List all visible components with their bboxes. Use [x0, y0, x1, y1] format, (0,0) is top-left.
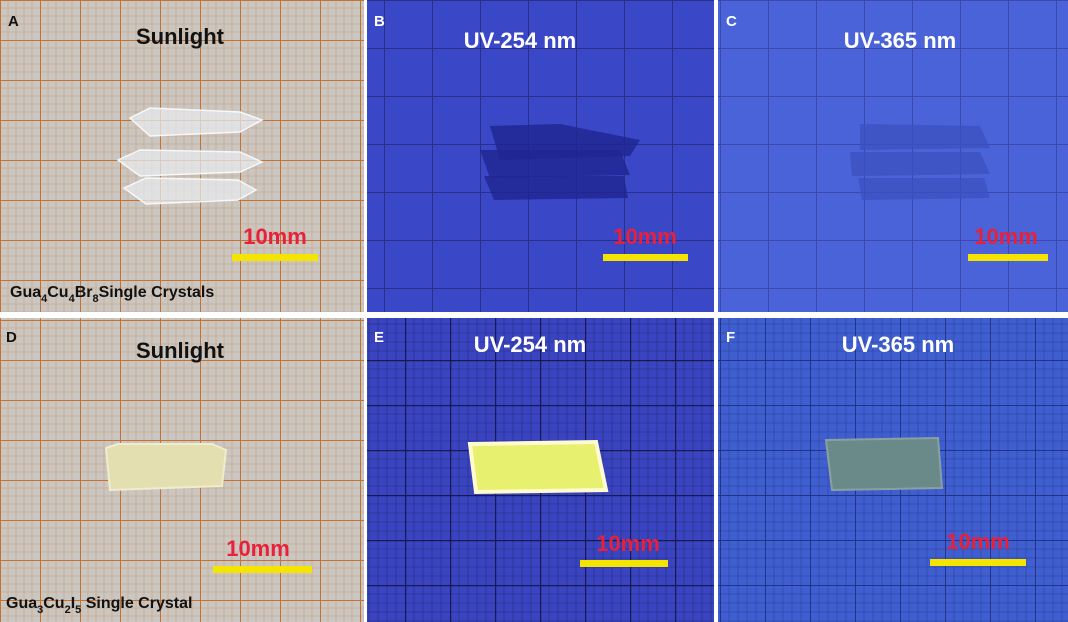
panel-title: UV-254 nm [474, 332, 587, 357]
scale-bar [603, 254, 688, 261]
scale-label: 10mm [596, 531, 660, 556]
crystals-c [850, 124, 990, 200]
crystal-e [470, 442, 606, 492]
panel-label: C [726, 13, 737, 30]
panel-title: Sunlight [136, 24, 225, 49]
caption-text: Br [75, 284, 93, 301]
scale-label: 10mm [243, 224, 307, 249]
caption-text: Single Crystal [81, 595, 192, 612]
scale-bar [968, 254, 1048, 261]
scale-bar [580, 560, 668, 567]
scale-label: 10mm [946, 529, 1010, 554]
panel-label: E [374, 329, 384, 346]
scale-bar [930, 559, 1026, 566]
panel-label: D [6, 329, 17, 346]
caption-text: Cu [47, 284, 68, 301]
crystals-b [480, 124, 640, 200]
crystal-f [826, 438, 942, 490]
caption-text: Single Crystals [99, 284, 215, 301]
scale-label: 10mm [613, 224, 677, 249]
caption-text: Cu [43, 595, 64, 612]
crystals-a [118, 108, 262, 204]
panel-label: A [8, 13, 19, 30]
panel-title: UV-365 nm [844, 28, 957, 53]
crystal-d [106, 444, 226, 490]
panel-label: B [374, 13, 385, 30]
scale-label: 10mm [974, 224, 1038, 249]
scale-bar [213, 566, 312, 573]
panel-label: F [726, 329, 735, 346]
panel-title: UV-365 nm [842, 332, 955, 357]
panel-title: UV-254 nm [464, 28, 577, 53]
scale-label: 10mm [226, 536, 290, 561]
caption-text: Gua [6, 595, 37, 612]
figure: ASunlight10mmGua4Cu4Br8Single CrystalsBU… [0, 0, 1068, 622]
caption-text: Gua [10, 284, 41, 301]
panel-title: Sunlight [136, 338, 225, 363]
scale-bar [232, 254, 318, 261]
